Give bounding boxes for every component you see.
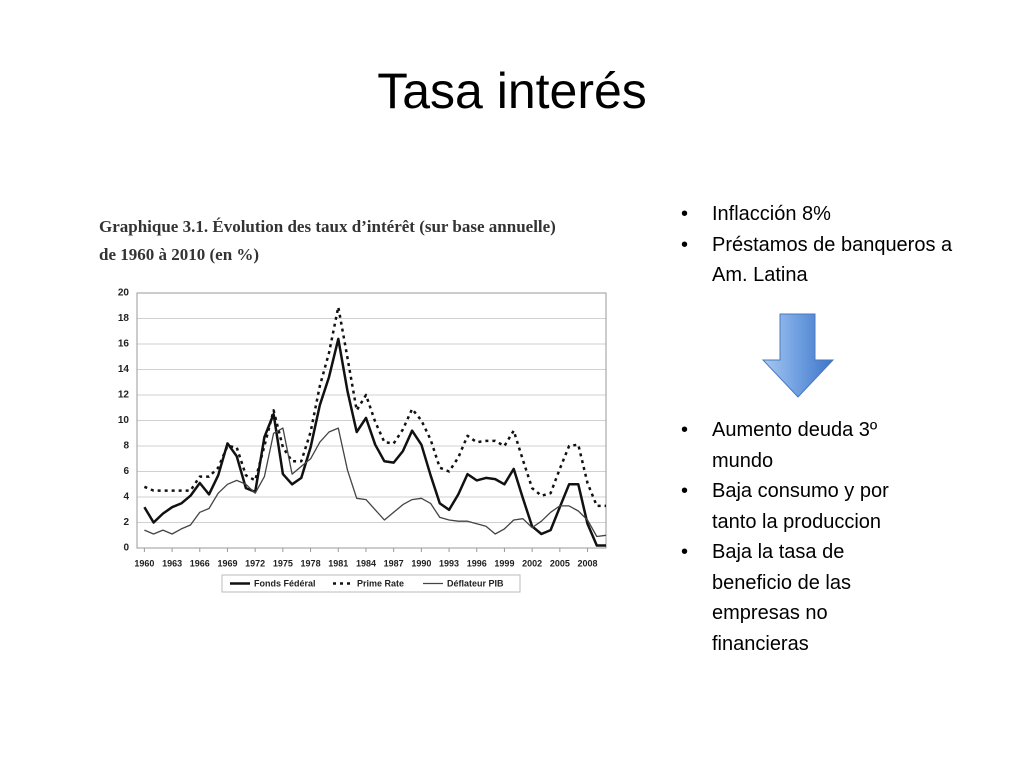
y-tick-label: 2: [123, 517, 129, 528]
y-tick-label: 16: [118, 339, 130, 350]
y-tick-label: 20: [118, 288, 130, 299]
y-tick-label: 4: [123, 492, 129, 503]
y-tick-label: 0: [123, 543, 129, 554]
bullet-list: Inflacción 8% Préstamos de banqueros a A…: [676, 199, 976, 291]
series-line: [143, 305, 606, 508]
x-tick-label: 1978: [301, 558, 321, 568]
series-line: [143, 337, 606, 547]
x-tick-label: 1990: [411, 558, 431, 568]
x-tick-label: 1969: [217, 558, 237, 568]
bullet: Baja la tasa de beneficio de las empresa…: [676, 537, 892, 659]
y-tick-label: 12: [118, 390, 130, 401]
legend-label: Fonds Fédéral: [254, 578, 316, 588]
chart: Graphique 3.1. Évolution des taux d’inté…: [99, 217, 607, 593]
x-tick-label: 1999: [494, 558, 514, 568]
x-tick-label: 2005: [550, 558, 570, 568]
x-tick-label: 2008: [578, 558, 598, 568]
x-tick-label: 1981: [328, 558, 348, 568]
series-line: [144, 427, 607, 538]
x-tick-label: 1960: [134, 558, 154, 568]
chart-title: Graphique 3.1. Évolution des taux d’inté…: [99, 217, 556, 236]
x-tick-label: 2002: [522, 558, 542, 568]
plot-frame: [136, 292, 607, 549]
y-tick-label: 10: [118, 415, 130, 426]
arrow: [761, 313, 835, 398]
x-tick-label: 1987: [384, 558, 404, 568]
bullet: Baja consumo y por tanto la produccion: [676, 476, 892, 537]
x-tick-label: 1996: [467, 558, 487, 568]
bullet: Aumento deuda 3º mundo: [676, 415, 892, 476]
x-tick-label: 1984: [356, 558, 376, 568]
legend-box: [221, 574, 521, 593]
x-tick-label: 1975: [273, 558, 293, 568]
x-tick-label: 1972: [245, 558, 265, 568]
legend-label: Prime Rate: [357, 578, 404, 588]
y-tick-label: 14: [118, 364, 130, 375]
legend-label: Déflateur PIB: [447, 578, 504, 588]
y-tick-label: 18: [118, 313, 130, 324]
x-tick-label: 1966: [190, 558, 210, 568]
chart-title: de 1960 à 2010 (en %): [99, 245, 259, 264]
x-tick-label: 1993: [439, 558, 459, 568]
y-tick-label: 6: [123, 466, 129, 477]
bullet: Inflacción 8%: [676, 199, 962, 230]
bullet: Préstamos de banqueros a Am. Latina: [676, 230, 962, 291]
y-tick-label: 8: [123, 441, 129, 452]
slide-title: Tasa interés: [377, 63, 647, 119]
x-tick-label: 1963: [162, 558, 182, 568]
bullet-list: Aumento deuda 3º mundo Baja consumo y po…: [676, 415, 906, 659]
